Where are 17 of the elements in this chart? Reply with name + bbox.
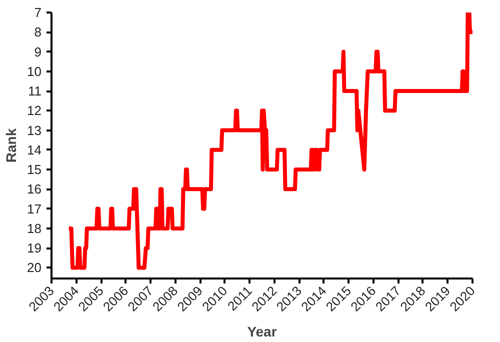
y-tick-label: 16 (27, 182, 42, 197)
y-tick-label: 19 (27, 240, 42, 256)
y-tick-label: 10 (27, 64, 42, 79)
y-tick-label: 9 (34, 44, 42, 60)
y-tick-label: 11 (28, 84, 42, 99)
y-axis-title: Rank (3, 128, 20, 163)
y-tick-label: 17 (27, 201, 42, 216)
y-tick-label: 7 (34, 5, 42, 20)
y-tick-label: 15 (27, 162, 42, 178)
line-series (66, 12, 472, 270)
y-tick-label: 12 (27, 103, 42, 118)
y-tick-label: 13 (27, 122, 42, 138)
y-tick-label: 18 (27, 220, 42, 236)
y-tick-label: 20 (27, 260, 42, 276)
x-axis-title: Year (247, 323, 278, 340)
y-tick-label: 14 (27, 142, 42, 158)
y-tick-label: 8 (34, 24, 42, 40)
